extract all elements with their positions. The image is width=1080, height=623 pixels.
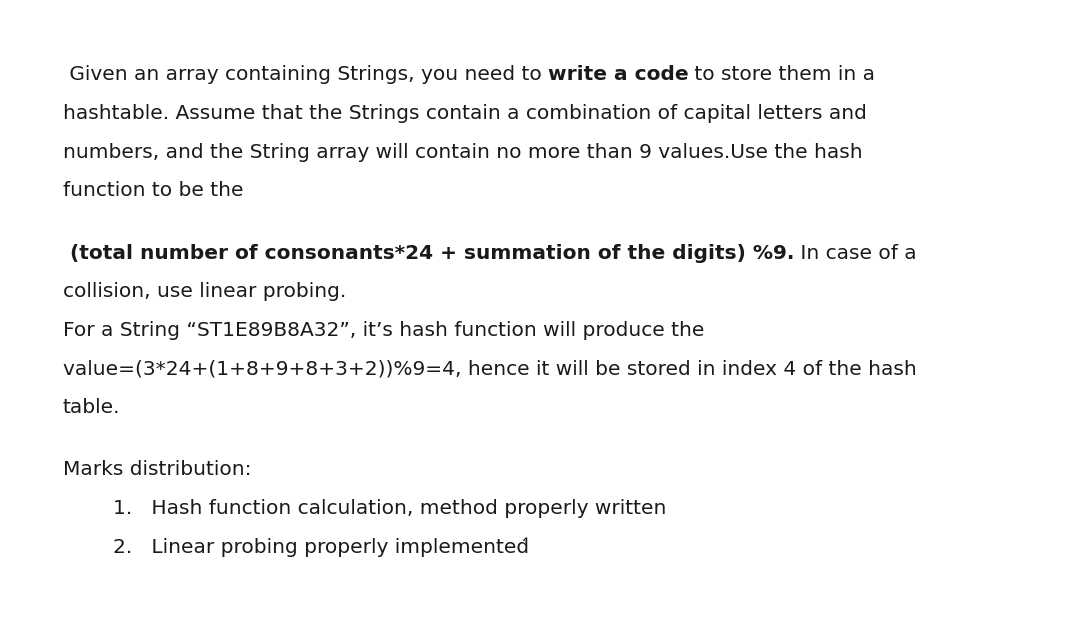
Text: value=(3*24+(1+8+9+8+3+2))%9=4, hence it will be stored in index 4 of the hash: value=(3*24+(1+8+9+8+3+2))%9=4, hence it…	[63, 359, 917, 378]
Text: collision, use linear probing.: collision, use linear probing.	[63, 282, 346, 301]
Text: write a code: write a code	[548, 65, 688, 84]
Text: function to be the: function to be the	[63, 181, 243, 200]
Text: 2.   Linear probing properly implemented́: 2. Linear probing properly implemented́	[113, 538, 529, 557]
Text: Marks distribution:: Marks distribution:	[63, 460, 252, 479]
Text: 1.   Hash function calculation, method properly written: 1. Hash function calculation, method pro…	[113, 499, 666, 518]
Text: For a String “ST1E89B8A32”, it’s hash function will produce the: For a String “ST1E89B8A32”, it’s hash fu…	[63, 321, 704, 340]
Text: hashtable. Assume that the Strings contain a combination of capital letters and: hashtable. Assume that the Strings conta…	[63, 104, 866, 123]
Text: numbers, and the String array will contain no more than 9 values.Use the hash: numbers, and the String array will conta…	[63, 143, 862, 161]
Text: Given an array containing Strings, you need to: Given an array containing Strings, you n…	[63, 65, 548, 84]
Text: (total number of consonants*24 + summation of the digits) %9.: (total number of consonants*24 + summati…	[63, 244, 794, 262]
Text: to store them in a: to store them in a	[688, 65, 876, 84]
Text: table.: table.	[63, 398, 120, 417]
Text: In case of a: In case of a	[794, 244, 917, 262]
